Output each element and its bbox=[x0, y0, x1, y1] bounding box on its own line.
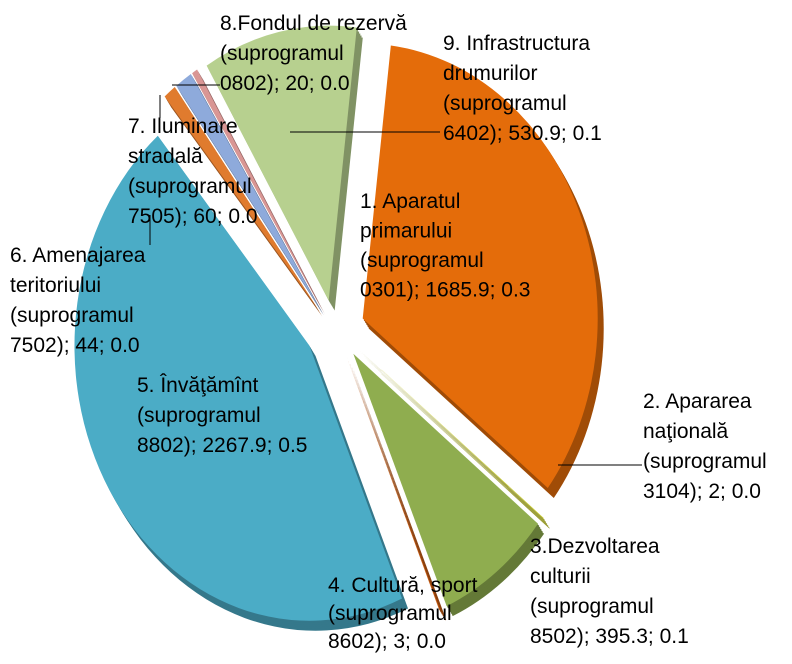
slice-side bbox=[362, 354, 548, 525]
slice-side bbox=[350, 363, 444, 617]
data-label-line: 3.Dezvoltarea bbox=[530, 535, 660, 558]
slice bbox=[74, 135, 403, 621]
data-label-line: 3104); 2; 0.0 bbox=[643, 480, 761, 503]
data-label-line: (suprogramul bbox=[643, 450, 767, 473]
slices bbox=[74, 25, 604, 631]
data-label: 2. Apararea naţională (suprogramul 3104); 2… bbox=[643, 390, 767, 503]
data-label-line: 8.Fondul de rezervă bbox=[220, 12, 407, 35]
data-label-line: stradală bbox=[128, 145, 203, 168]
slice-side bbox=[352, 367, 447, 621]
slice-side bbox=[348, 359, 442, 613]
data-label-line: 7502); 44; 0.0 bbox=[10, 334, 140, 357]
data-label-line: (suprogramul bbox=[530, 595, 654, 618]
data-label: 6. Amenajarea teritoriului (suprogramul 750… bbox=[10, 244, 146, 357]
data-label: 5. Învăţămînt (suprogramul 8802); 2267.9; … bbox=[137, 374, 307, 457]
data-label-line: (suprogramul bbox=[360, 249, 484, 272]
data-label-line: 2. Apararea bbox=[643, 390, 752, 413]
data-label: 3.Dezvoltarea culturii (suprogramul 8502); … bbox=[530, 535, 689, 648]
slice bbox=[192, 69, 320, 305]
data-label-line: 5. Învăţămînt bbox=[137, 374, 259, 397]
slice-side bbox=[364, 358, 550, 529]
data-label-line: 7505); 60; 0.0 bbox=[128, 205, 258, 228]
data-label-line: (suprogramul bbox=[220, 42, 344, 65]
slice bbox=[362, 45, 598, 488]
data-label-line: 8802); 2267.9; 0.5 bbox=[137, 434, 307, 457]
slice-side bbox=[351, 365, 446, 619]
data-label-line: 0301); 1685.9; 0.3 bbox=[360, 279, 530, 302]
labels: 1. Aparatul primarului (suprogramul 0301); … bbox=[10, 12, 767, 653]
data-label-line: naţională bbox=[643, 420, 729, 443]
data-label: 8.Fondul de rezervă (suprogramul 0802); 20… bbox=[220, 12, 407, 95]
slice bbox=[176, 74, 318, 306]
slice bbox=[164, 87, 317, 307]
data-label-line: 6. Amenajarea bbox=[10, 244, 146, 267]
data-label-line: (suprogramul bbox=[128, 175, 252, 198]
slice-side bbox=[359, 350, 545, 521]
data-label-line: (suprogramul bbox=[443, 92, 567, 115]
data-label-line: 0802); 20; 0.0 bbox=[220, 72, 350, 95]
data-label-line: 8602); 3; 0.0 bbox=[328, 630, 446, 653]
data-label-line: 4. Cultură, sport bbox=[328, 574, 478, 597]
data-label-line: 1. Aparatul bbox=[360, 190, 460, 213]
data-label: 4. Cultură, sport (suprogramul 8602); 3; 0… bbox=[328, 574, 478, 653]
slice-side bbox=[349, 361, 443, 615]
data-label-line: 6402); 530.9; 0.1 bbox=[443, 122, 602, 145]
data-label-line: drumurilor bbox=[443, 62, 538, 85]
slice bbox=[206, 25, 357, 301]
data-label-line: teritoriului bbox=[10, 274, 101, 297]
slice-side bbox=[363, 356, 549, 527]
data-label-line: 7. Iluminare bbox=[128, 115, 238, 138]
data-label-line: (suprogramul bbox=[328, 602, 452, 625]
slice bbox=[346, 357, 441, 611]
data-label-line: primarului bbox=[360, 220, 452, 243]
slice bbox=[353, 353, 539, 607]
slice-side bbox=[361, 352, 547, 523]
data-label-line: (suprogramul bbox=[10, 304, 134, 327]
data-label-line: (suprogramul bbox=[137, 404, 261, 427]
data-label: 9. Infrastructura drumurilor (suprogramul 6… bbox=[443, 32, 602, 145]
data-label-line: 8502); 395.3; 0.1 bbox=[530, 625, 689, 648]
data-label: 7. Iluminare stradală (suprogramul 7505); 6… bbox=[128, 115, 258, 228]
slice bbox=[358, 348, 544, 519]
data-label-line: 9. Infrastructura bbox=[443, 32, 590, 55]
data-label-line: culturii bbox=[530, 565, 591, 588]
data-label: 1. Aparatul primarului (suprogramul 0301); … bbox=[360, 190, 530, 302]
